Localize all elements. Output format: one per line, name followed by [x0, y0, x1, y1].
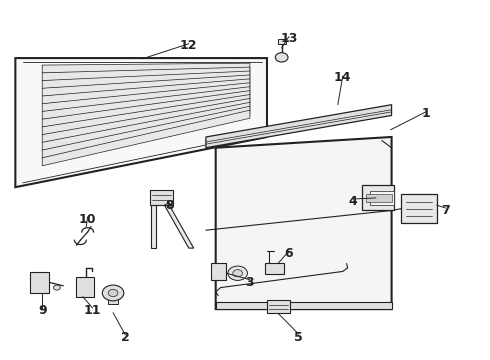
Text: 12: 12: [180, 39, 197, 52]
Polygon shape: [76, 277, 94, 297]
Text: 14: 14: [334, 71, 351, 84]
Polygon shape: [108, 293, 118, 304]
Circle shape: [108, 289, 118, 297]
Polygon shape: [369, 191, 394, 205]
Text: 10: 10: [79, 213, 97, 226]
Text: 6: 6: [285, 247, 294, 260]
Polygon shape: [42, 83, 250, 112]
Polygon shape: [206, 105, 392, 148]
Polygon shape: [267, 300, 291, 314]
Text: 9: 9: [38, 305, 47, 318]
Polygon shape: [401, 194, 437, 223]
Polygon shape: [42, 91, 250, 127]
Circle shape: [233, 270, 243, 277]
Polygon shape: [15, 58, 267, 187]
Polygon shape: [42, 79, 250, 104]
Polygon shape: [30, 272, 49, 293]
Polygon shape: [265, 263, 284, 274]
Polygon shape: [151, 205, 156, 248]
Polygon shape: [150, 190, 173, 205]
Text: 5: 5: [294, 330, 303, 343]
Circle shape: [102, 285, 124, 301]
Polygon shape: [42, 95, 250, 135]
Polygon shape: [42, 98, 250, 143]
Text: 1: 1: [421, 107, 430, 120]
Text: 11: 11: [84, 305, 101, 318]
Text: 8: 8: [165, 199, 173, 212]
Text: 4: 4: [348, 195, 357, 208]
Polygon shape: [42, 102, 250, 150]
Text: 3: 3: [245, 276, 254, 289]
Circle shape: [53, 285, 60, 290]
Text: 13: 13: [280, 32, 297, 45]
Polygon shape: [164, 205, 194, 248]
Polygon shape: [362, 185, 394, 211]
Polygon shape: [278, 40, 286, 44]
Polygon shape: [42, 106, 250, 158]
Polygon shape: [216, 137, 392, 309]
Polygon shape: [42, 71, 250, 89]
Text: 7: 7: [441, 204, 450, 217]
Polygon shape: [216, 302, 392, 309]
Polygon shape: [42, 75, 250, 96]
Polygon shape: [42, 110, 250, 166]
Circle shape: [228, 266, 247, 280]
Polygon shape: [366, 194, 392, 202]
Circle shape: [275, 53, 288, 62]
Text: 2: 2: [121, 331, 130, 344]
Polygon shape: [42, 63, 250, 73]
Polygon shape: [42, 67, 250, 81]
Polygon shape: [211, 263, 226, 280]
Polygon shape: [42, 87, 250, 120]
